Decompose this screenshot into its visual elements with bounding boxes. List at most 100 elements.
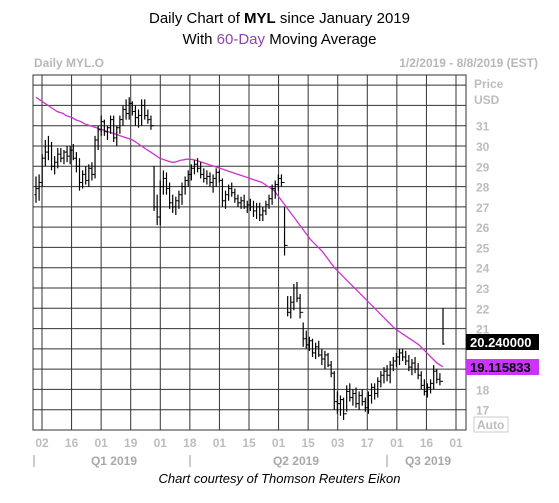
- x-tick-label: 01: [449, 436, 463, 450]
- x-tick-label: 15: [242, 436, 256, 450]
- price-bar: [146, 109, 150, 124]
- price-bar: [438, 373, 442, 386]
- auto-button-frame[interactable]: [473, 416, 509, 433]
- x-tick-label: 17: [361, 436, 375, 450]
- price-bar: [112, 115, 116, 142]
- price-bar: [186, 170, 190, 187]
- price-bar: [435, 369, 439, 384]
- price-bar: [230, 182, 234, 197]
- y-tick-label: 28: [476, 181, 490, 195]
- price-bar: [115, 125, 119, 146]
- x-tick-label: 19: [124, 436, 138, 450]
- price-bar: [413, 356, 417, 374]
- price-bar: [335, 391, 339, 414]
- y-tick-label: 30: [476, 140, 490, 154]
- price-bar: [428, 379, 433, 394]
- title-suffix: since January 2019: [275, 10, 410, 27]
- price-bar: [105, 125, 110, 140]
- price-bar: [242, 194, 246, 209]
- price-bar: [152, 125, 156, 211]
- price-bar: [118, 115, 122, 134]
- price-bar: [357, 391, 361, 410]
- price-bar: [143, 99, 147, 120]
- y-tick-label: 27: [476, 201, 490, 215]
- last-price-box: [466, 334, 539, 350]
- price-bar: [84, 166, 88, 185]
- price-bar: [264, 200, 268, 215]
- chart-date-range: 1/2/2019 - 8/8/2019 (EST): [399, 56, 538, 70]
- price-bar: [121, 105, 125, 126]
- price-bar: [164, 172, 169, 195]
- x-tick-label: 01: [390, 436, 404, 450]
- price-bar: [195, 158, 200, 173]
- price-bar: [425, 383, 430, 398]
- y-axis: Price USD 3130292827262524232221191817: [474, 77, 504, 418]
- x-axis: 02 16 01 19 01 18 01 15 01 15 03 17 01 16 01 Q1 2019 Q2 …: [33, 436, 463, 468]
- price-bar: [214, 168, 218, 187]
- price-bar: [149, 115, 153, 130]
- price-bar: [202, 168, 206, 183]
- price-bar: [441, 308, 445, 382]
- price-bar: [56, 148, 60, 169]
- price-bar: [332, 371, 336, 410]
- price-bar: [158, 180, 162, 226]
- price-bar: [102, 119, 106, 136]
- price-bar: [65, 146, 69, 163]
- y-tick-label: 25: [476, 241, 490, 255]
- price-bar: [354, 387, 358, 408]
- x-tick-label: 01: [154, 436, 168, 450]
- price-bar: [432, 365, 436, 390]
- price-bar: [59, 148, 63, 163]
- ma-value-box: [466, 359, 539, 375]
- x-tick-label: 01: [213, 436, 227, 450]
- price-bar: [258, 202, 262, 222]
- x-quarter-label: Q1 2019: [91, 454, 137, 468]
- price-bar: [261, 206, 265, 222]
- price-bar: [304, 330, 308, 349]
- price-bar: [382, 367, 386, 384]
- price-bar: [360, 389, 364, 406]
- price-bar: [289, 296, 293, 319]
- price-bar: [236, 194, 240, 207]
- subtitle-prefix: With: [182, 31, 217, 48]
- y-tick-label: 24: [476, 262, 490, 276]
- price-bar: [87, 164, 91, 187]
- price-bar: [394, 352, 398, 368]
- moving-average-label: 19.115833: [466, 359, 539, 375]
- price-bars-layer: [34, 97, 445, 420]
- price-bar: [77, 158, 82, 191]
- price-bar: [282, 182, 287, 256]
- price-bar: [351, 389, 355, 406]
- price-bar: [373, 383, 377, 400]
- price-bar: [220, 178, 225, 207]
- title-line-1: Daily Chart of MYL since January 2019: [0, 8, 559, 29]
- price-bar: [292, 283, 296, 311]
- price-bar: [81, 170, 85, 189]
- price-bar: [40, 154, 44, 187]
- price-bar: [320, 348, 324, 366]
- y-tick-label: 21: [476, 323, 490, 337]
- price-bar: [205, 170, 209, 185]
- price-bar: [419, 371, 423, 390]
- price-bar: [96, 125, 100, 151]
- price-bar: [211, 174, 215, 193]
- auto-button-label[interactable]: Auto: [477, 418, 504, 432]
- x-tick-label: 16: [65, 436, 79, 450]
- price-bar: [407, 354, 411, 372]
- auto-scale-button[interactable]: Auto: [473, 416, 509, 433]
- price-bar: [37, 174, 41, 201]
- subtitle-ma-period: 60-Day: [216, 31, 266, 48]
- ma-value-text: 19.115833: [470, 360, 531, 375]
- price-bar: [177, 190, 181, 209]
- y-tick-label: 22: [476, 302, 490, 316]
- price-bar: [314, 342, 318, 359]
- price-bar: [140, 99, 144, 126]
- price-bar: [133, 105, 138, 126]
- price-bar: [34, 176, 38, 203]
- price-bar: [155, 194, 159, 226]
- x-tick-label: 01: [272, 436, 286, 450]
- title-symbol: MYL: [244, 10, 276, 27]
- price-bar: [233, 188, 237, 203]
- price-bar: [422, 379, 426, 396]
